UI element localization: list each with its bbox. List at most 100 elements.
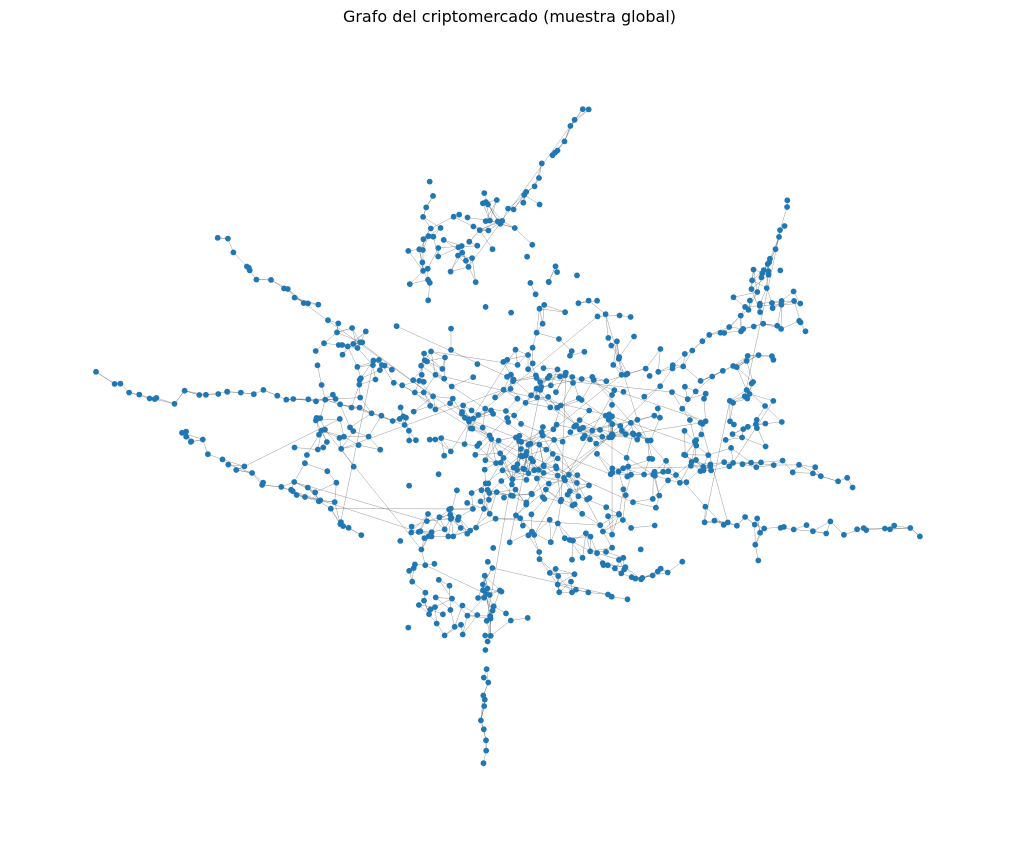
graph-node (554, 520, 561, 527)
graph-node (500, 386, 507, 393)
graph-node (377, 446, 384, 453)
graph-node (630, 499, 636, 506)
graph-node (616, 354, 623, 360)
graph-node (425, 511, 431, 517)
graph-node (513, 512, 519, 519)
graph-node (503, 408, 509, 414)
graph-edge (473, 410, 492, 419)
graph-node (604, 562, 611, 569)
graph-node (442, 354, 448, 361)
graph-edge (736, 367, 754, 383)
graph-node (425, 233, 432, 240)
graph-node (436, 514, 443, 521)
graph-node (490, 603, 497, 610)
graph-edge (360, 397, 372, 414)
graph-node (882, 525, 888, 532)
graph-node (230, 249, 237, 256)
graph-edge (625, 474, 632, 496)
graph-edge (422, 216, 441, 229)
graph-node (891, 522, 898, 529)
graph-edge (433, 396, 453, 399)
graph-node (887, 526, 893, 533)
graph-node (555, 573, 562, 579)
graph-node (585, 297, 592, 304)
graph-edge (637, 419, 648, 441)
graph-edge (353, 331, 366, 345)
graph-node (763, 285, 770, 291)
graph-node (507, 386, 514, 392)
graph-node (547, 382, 554, 389)
graph-node (126, 389, 132, 396)
graph-edge (605, 314, 638, 420)
graph-node (511, 225, 518, 231)
graph-edge (425, 565, 487, 595)
graph-node (448, 325, 454, 332)
graph-node (368, 410, 375, 417)
graph-edge (582, 513, 601, 526)
graph-edge (444, 624, 462, 636)
graph-node (754, 289, 761, 295)
graph-node (111, 381, 118, 387)
graph-node (427, 225, 434, 232)
graph-node (468, 490, 475, 496)
graph-node (566, 471, 572, 478)
graph-node (506, 539, 513, 546)
graph-edge (700, 422, 728, 523)
graph-node (587, 533, 594, 540)
graph-node (744, 423, 751, 430)
graph-node (777, 524, 784, 531)
graph-node (796, 317, 803, 324)
graph-node (290, 396, 297, 402)
graph-node (669, 362, 676, 369)
graph-node (416, 602, 422, 608)
graph-edge (517, 347, 533, 366)
graph-node (679, 405, 686, 412)
graph-edge (156, 397, 175, 404)
graph-node (573, 586, 579, 593)
graph-edge (812, 521, 831, 532)
graph-edge (513, 379, 532, 396)
graph-edge (441, 437, 465, 445)
graph-node (498, 478, 505, 484)
graph-edge (335, 397, 361, 400)
graph-edge (585, 533, 591, 552)
graph-node (475, 595, 481, 601)
graph-node (574, 472, 581, 478)
graph-node (457, 525, 464, 531)
graph-node (538, 384, 545, 390)
graph-edge (539, 308, 566, 313)
graph-node (762, 420, 769, 427)
graph-node (612, 565, 618, 572)
graph-node (781, 223, 788, 229)
graph-node (702, 503, 709, 510)
graph-edge (536, 308, 540, 333)
graph-node (507, 617, 514, 624)
graph-node (533, 375, 540, 381)
graph-edge (464, 421, 470, 445)
graph-node (509, 476, 516, 483)
graph-node (529, 344, 536, 351)
graph-node (324, 439, 330, 445)
graph-edge (654, 475, 660, 496)
graph-edge (564, 119, 575, 142)
graph-node (790, 526, 797, 533)
graph-node (224, 388, 231, 395)
graph-edge (532, 444, 540, 462)
graph-node (481, 505, 487, 512)
graph-node (760, 320, 767, 327)
graph-node (760, 267, 767, 274)
graph-edge (512, 377, 537, 382)
graph-edge (798, 464, 821, 477)
graph-node (586, 482, 592, 489)
graph-node (664, 569, 671, 576)
graph-node (476, 440, 483, 447)
graph-node (396, 416, 403, 422)
graph-node (536, 201, 543, 208)
graph-node (673, 472, 679, 478)
graph-node (512, 486, 519, 493)
graph-node (647, 437, 654, 444)
graph-node (376, 357, 382, 363)
graph-node (390, 379, 397, 386)
graph-edge (347, 346, 358, 367)
graph-node (707, 461, 714, 468)
